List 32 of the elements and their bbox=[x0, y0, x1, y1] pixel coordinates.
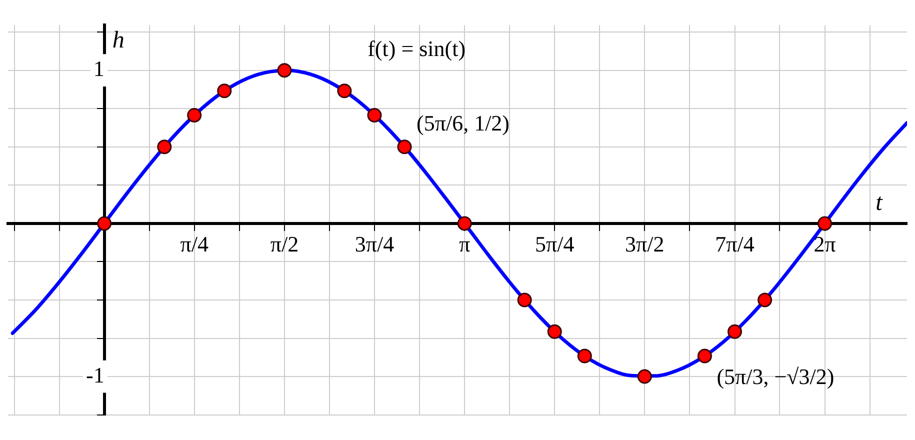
x-tick-label: 7π/4 bbox=[715, 231, 754, 256]
point bbox=[97, 216, 112, 231]
x-tick-label: π/4 bbox=[180, 231, 208, 256]
annotation: (5π/3, −√3/2) bbox=[716, 364, 834, 389]
point bbox=[697, 348, 712, 364]
point bbox=[157, 140, 172, 154]
x-tick-label: π/2 bbox=[270, 231, 299, 256]
x-tick-label: 5π/4 bbox=[535, 231, 574, 256]
point bbox=[637, 369, 652, 384]
point bbox=[457, 216, 472, 231]
x-tick-label: π bbox=[459, 231, 470, 256]
y-tick-label: -1 bbox=[86, 362, 104, 388]
point bbox=[187, 108, 202, 122]
point bbox=[728, 324, 742, 339]
y-tick-label: 1 bbox=[93, 56, 104, 82]
y-axis-title: h bbox=[112, 28, 124, 54]
point bbox=[577, 348, 592, 364]
x-tick-label: 3π/4 bbox=[354, 231, 394, 256]
point bbox=[818, 216, 832, 231]
point bbox=[367, 108, 382, 122]
annotation: f(t) = sin(t) bbox=[368, 36, 466, 61]
point bbox=[277, 63, 292, 78]
x-axis-title: t bbox=[876, 190, 884, 216]
point bbox=[758, 292, 772, 308]
x-tick-label: 2π bbox=[814, 231, 836, 256]
point bbox=[337, 84, 352, 98]
annotation: (5π/6, 1/2) bbox=[416, 110, 510, 136]
point bbox=[547, 324, 562, 339]
x-tick-label: 3π/2 bbox=[625, 231, 664, 256]
point bbox=[397, 140, 412, 154]
point bbox=[517, 292, 532, 308]
point bbox=[217, 84, 232, 98]
